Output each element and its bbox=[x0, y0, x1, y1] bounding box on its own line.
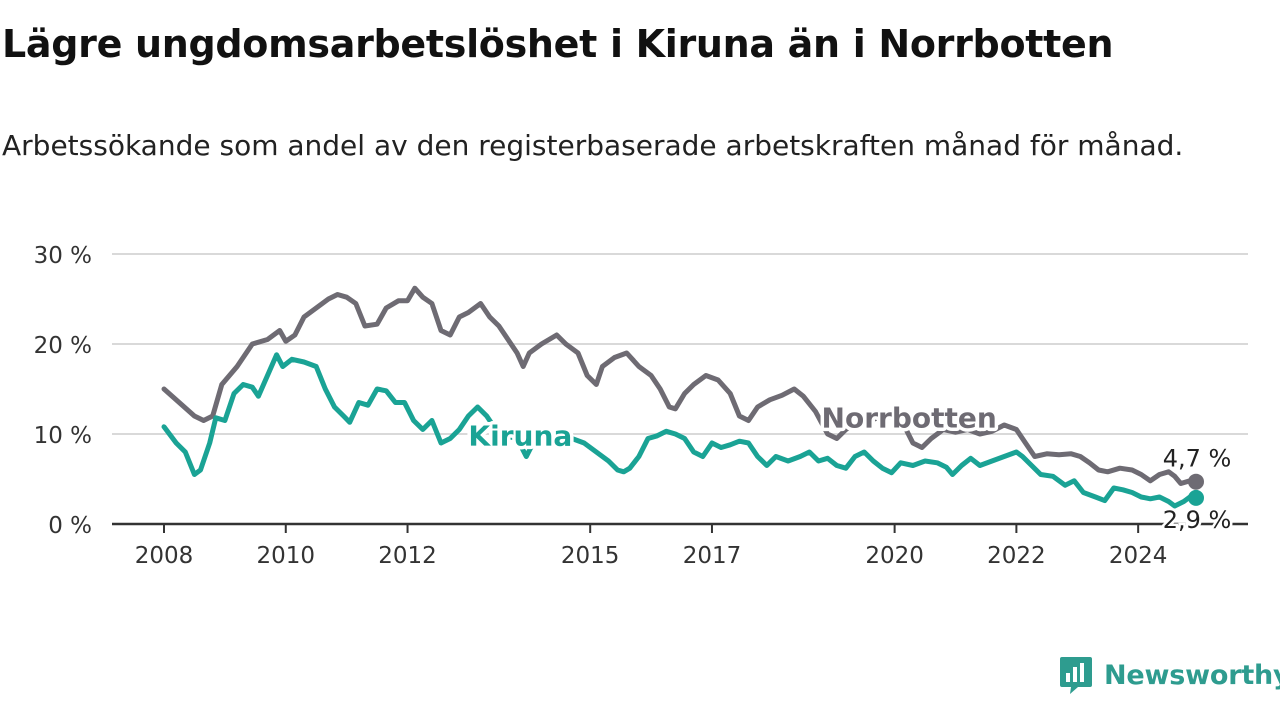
y-tick-label: 30 % bbox=[34, 243, 92, 269]
x-tick-label: 2024 bbox=[1109, 543, 1168, 569]
newsworthy-wordmark: Newsworthy bbox=[1104, 659, 1280, 691]
y-tick-label: 0 % bbox=[48, 513, 92, 539]
series-line-kiruna bbox=[161, 352, 1199, 509]
newsworthy-logo-icon bbox=[1060, 657, 1092, 694]
x-tick-label: 2012 bbox=[378, 543, 437, 569]
x-tick-label: 2022 bbox=[987, 543, 1046, 569]
end-value-label: 4,7 % bbox=[1163, 445, 1232, 473]
chart-title: Lägre ungdomsarbetslöshet i Kiruna än i … bbox=[2, 22, 1114, 66]
end-marker-norrbotten bbox=[1188, 473, 1204, 490]
y-tick-label: 20 % bbox=[34, 333, 92, 359]
series-label-kiruna: Kiruna bbox=[468, 420, 572, 453]
series-line-norrbotten bbox=[161, 285, 1199, 486]
x-tick-label: 2008 bbox=[135, 543, 194, 569]
line-chart: 0 % 10 % 20 % 30 % 2008 2010 2012 2015 2017 2020 2… bbox=[34, 243, 1248, 569]
y-tick-label: 10 % bbox=[34, 423, 92, 449]
x-tick-label: 2017 bbox=[683, 543, 742, 569]
x-tick-label: 2010 bbox=[256, 543, 315, 569]
chart-subtitle: Arbetssökande som andel av den registerb… bbox=[2, 129, 1184, 162]
end-value-label: 2,9 % bbox=[1163, 506, 1232, 534]
x-tick-label: 2020 bbox=[865, 543, 924, 569]
end-marker-kiruna bbox=[1188, 489, 1204, 506]
series-label-norrbotten: Norrbotten bbox=[822, 402, 997, 435]
newsworthy-logo: Newsworthy bbox=[1058, 655, 1280, 695]
x-tick-label: 2015 bbox=[561, 543, 620, 569]
